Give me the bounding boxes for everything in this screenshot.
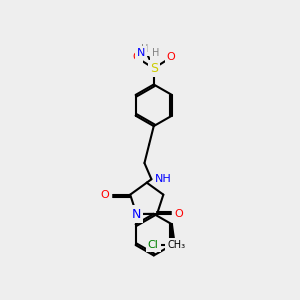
Text: Cl: Cl — [148, 240, 159, 250]
Text: O: O — [132, 52, 141, 62]
Text: H: H — [152, 48, 160, 58]
Text: CH₃: CH₃ — [167, 240, 186, 250]
Text: N: N — [132, 208, 141, 220]
Text: O: O — [167, 52, 176, 62]
Text: O: O — [175, 209, 184, 219]
Text: O: O — [100, 190, 109, 200]
Text: N: N — [137, 48, 145, 58]
Text: H: H — [141, 44, 148, 54]
Text: S: S — [150, 62, 158, 75]
Text: NH: NH — [155, 174, 171, 184]
